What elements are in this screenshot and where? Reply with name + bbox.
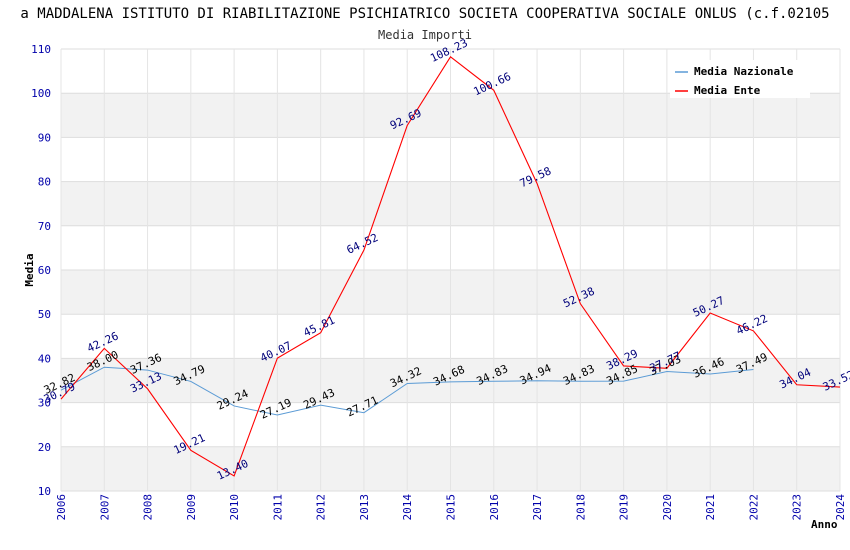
x-tick-label: 2006 (55, 494, 68, 521)
x-tick-label: 2024 (834, 494, 847, 521)
x-tick-label: 2017 (531, 494, 544, 521)
x-axis-ticks: 2006 2007 2008 2009 2010 2011 2012 2013 2014 2015… (55, 494, 847, 521)
x-tick-label: 2008 (142, 494, 155, 521)
chart-subtitle: Media Importi (378, 28, 472, 42)
x-tick-label: 2016 (488, 494, 501, 521)
x-tick-label: 2011 (271, 494, 284, 521)
series-line-media-nazionale (60, 366, 754, 416)
x-tick-label: 2020 (661, 494, 674, 521)
x-tick-label: 2010 (228, 494, 241, 521)
x-tick-label: 2012 (315, 494, 328, 521)
legend-label-media-nazionale: Media Nazionale (694, 65, 794, 78)
y-tick-label: 10 (38, 485, 51, 498)
x-tick-label: 2023 (791, 494, 804, 521)
y-tick-label: 100 (31, 87, 51, 100)
x-tick-label: 2009 (185, 494, 198, 521)
legend-label-media-ente: Media Ente (694, 84, 761, 97)
series-line-media-ente (60, 56, 841, 477)
y-tick-label: 70 (38, 220, 51, 233)
y-tick-label: 110 (31, 43, 51, 56)
chart-title: a MADDALENA ISTITUTO DI RIABILITAZIONE P… (20, 6, 829, 22)
series-lines (60, 56, 841, 477)
y-tick-label: 50 (38, 308, 51, 321)
x-tick-label: 2007 (98, 494, 111, 521)
x-tick-label: 2015 (445, 494, 458, 521)
x-tick-label: 2022 (747, 494, 760, 521)
y-axis-ticks: 10 20 30 40 50 60 70 80 90 100 110 (31, 43, 51, 498)
x-tick-label: 2019 (618, 494, 631, 521)
legend-box (670, 60, 810, 98)
y-tick-label: 30 (38, 397, 51, 410)
x-tick-label: 2013 (358, 494, 371, 521)
x-axis-label: Anno (811, 518, 838, 531)
y-tick-label: 80 (38, 176, 51, 189)
x-tick-label: 2018 (574, 494, 587, 521)
legend: Media Nazionale Media Ente (670, 60, 810, 98)
grid (60, 48, 841, 492)
y-tick-label: 20 (38, 441, 51, 454)
x-tick-label: 2014 (401, 494, 414, 521)
y-tick-label: 60 (38, 264, 51, 277)
y-tick-label: 90 (38, 131, 51, 144)
x-tick-label: 2021 (704, 494, 717, 521)
y-axis-label: Media (23, 253, 36, 286)
y-tick-label: 40 (38, 352, 51, 365)
